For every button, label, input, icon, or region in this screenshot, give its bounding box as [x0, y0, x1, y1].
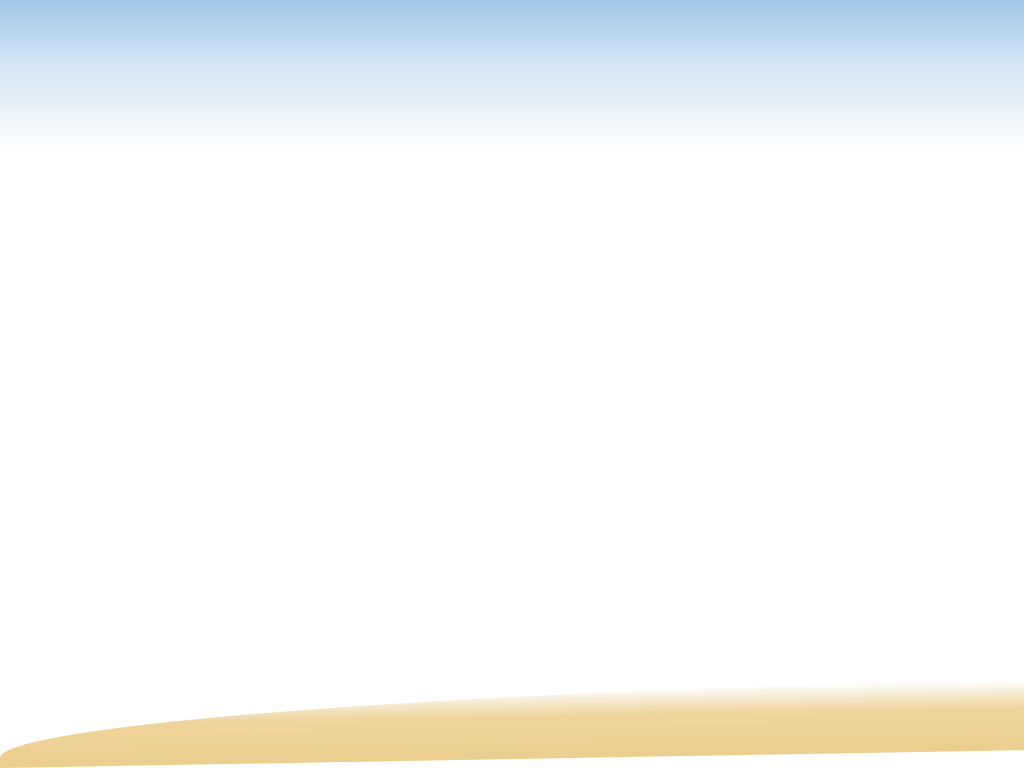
pie-svg — [110, 60, 450, 400]
chart-area — [50, 60, 490, 430]
table-area — [550, 60, 974, 430]
pie-chart — [110, 60, 450, 400]
content-row — [50, 60, 974, 430]
slide — [0, 0, 1024, 768]
